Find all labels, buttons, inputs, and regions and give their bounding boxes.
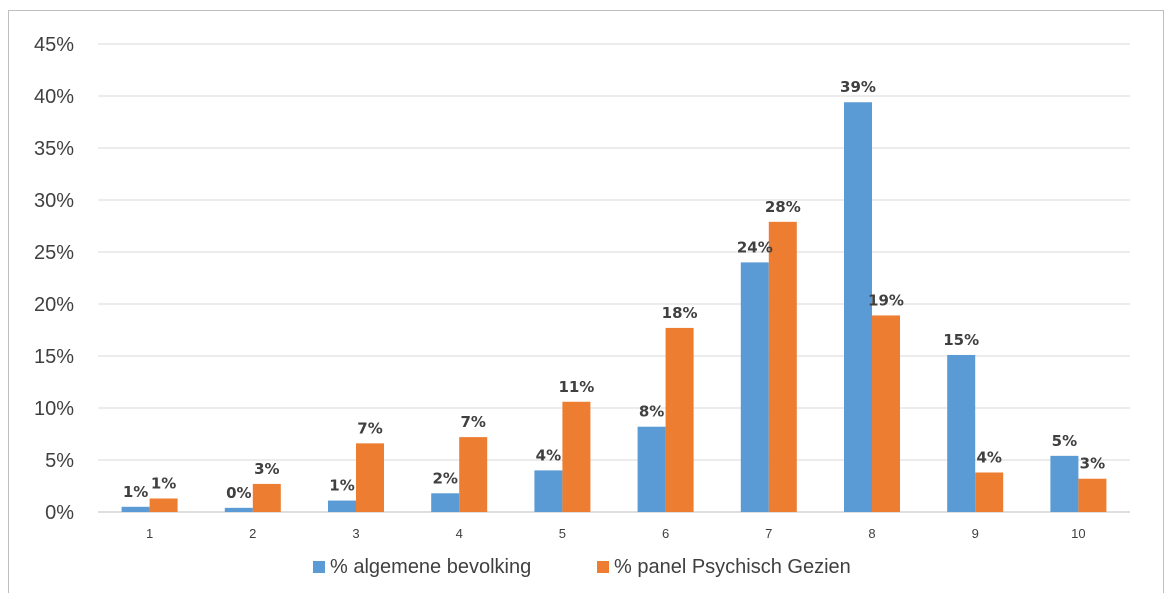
y-tick-label: 0% [45,502,74,524]
bar-panel-psychisch-gezien [562,401,591,512]
data-label: 1% [151,474,176,492]
data-label: 5% [1052,432,1077,450]
bar-panel-psychisch-gezien [665,327,694,512]
legend-label: % algemene bevolking [330,556,531,578]
x-tick-label: 1 [146,526,153,541]
bar-panel-psychisch-gezien [252,483,281,512]
bar-panel-psychisch-gezien [872,315,900,512]
x-tick-label: 4 [456,526,463,541]
y-tick-label: 35% [34,138,74,160]
data-label: 3% [254,460,279,478]
data-label: 3% [1080,455,1105,473]
x-tick-label: 7 [765,526,772,541]
bar-algemene-bevolking [740,262,769,512]
data-label: 15% [943,331,979,349]
data-label: 28% [765,198,801,216]
legend-swatch [597,561,609,573]
data-label: 18% [662,304,698,322]
bar-algemene-bevolking [534,470,563,512]
data-labels: 1% 1%0%3%1%7%2%7%4%11%8%18%24%28%39%19%15… [123,78,1105,502]
data-label: 11% [558,378,594,396]
x-tick-label: 5 [559,526,566,541]
bar-panel-psychisch-gezien [356,443,384,512]
y-tick-label: 40% [34,86,74,108]
bar-algemene-bevolking [844,102,872,513]
x-tick-label: 3 [352,526,359,541]
bar-panel-psychisch-gezien [149,498,178,512]
bar-algemene-bevolking [121,506,150,512]
bar-algemene-bevolking [224,507,253,512]
data-label: 1% [329,477,354,495]
data-label: 4% [976,448,1001,466]
data-label: 7% [357,419,382,437]
y-tick-label: 25% [34,242,74,264]
y-tick-label: 45% [34,34,74,56]
y-tick-label: 30% [34,190,74,212]
chart-frame [8,10,1164,593]
bars [121,102,1107,513]
y-tick-label: 10% [34,398,74,420]
bar-algemene-bevolking [947,354,976,512]
data-label: 0% [226,484,251,502]
bar-algemene-bevolking [637,426,666,512]
data-label: 4% [536,446,561,464]
legend: % algemene bevolking % panel Psychisch Ge… [313,556,851,578]
bar-panel-psychisch-gezien [459,437,488,512]
data-label: 7% [460,413,485,431]
y-axis-tick-labels: 0% 5% 10% 15% 20% 25% 30% 35% 40% 45% [34,34,74,524]
x-tick-label: 9 [972,526,979,541]
data-label: 19% [868,291,904,309]
bar-panel-psychisch-gezien [975,472,1004,512]
bar-panel-psychisch-gezien [768,221,797,512]
data-label: 2% [432,469,457,487]
y-tick-label: 5% [45,450,74,472]
bar-panel-psychisch-gezien [1078,478,1107,512]
legend-label: % panel Psychisch Gezien [614,556,851,578]
data-label: 1% [123,483,148,501]
x-tick-label: 2 [249,526,256,541]
data-label: 8% [639,403,664,421]
bar-algemene-bevolking [1050,455,1079,512]
bar-algemene-bevolking [431,493,460,512]
y-tick-label: 15% [34,346,74,368]
x-tick-label: 8 [868,526,875,541]
x-axis-tick-labels: 1 2 3 4 5 6 7 8 9 10 [146,526,1086,541]
x-tick-label: 10 [1071,526,1085,541]
y-tick-label: 20% [34,294,74,316]
data-label: 24% [737,238,773,256]
bar-algemene-bevolking [328,500,356,512]
legend-swatch [313,561,325,573]
x-tick-label: 6 [662,526,669,541]
data-label: 39% [840,78,876,96]
